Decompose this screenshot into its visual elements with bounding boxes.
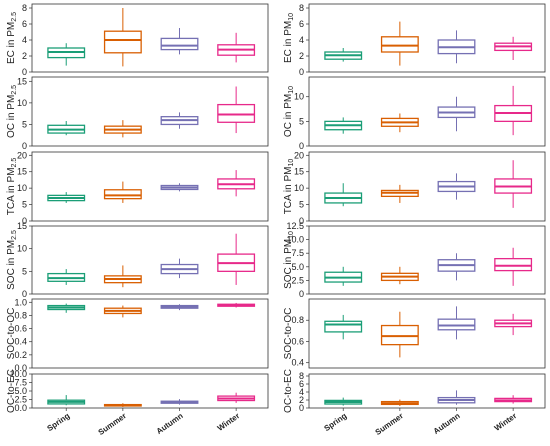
- panel-6-ylabel: TCA in PM10: [283, 159, 295, 215]
- panel-7-ytick-label: 5: [22, 266, 27, 276]
- panel-2-ytick-label: 4: [299, 35, 304, 45]
- panel-11-ytick-label: 2.5: [14, 395, 27, 405]
- panel-9-ytick-label: 0.0: [14, 363, 27, 373]
- panel-5-ytick-label: 5: [22, 200, 27, 210]
- panel-11-ytick-label: 7.5: [14, 378, 27, 388]
- panel-6-ytick-label: 5: [299, 200, 304, 210]
- panel-2-ytick-label: 6: [299, 19, 304, 29]
- panel-9-ytick-label: 0.4: [14, 337, 27, 347]
- panel-12-ytick-label: 8: [299, 371, 304, 381]
- panel-3-ytick-label: 10: [17, 98, 27, 108]
- panel-4-ytick-label: 5: [299, 116, 304, 126]
- panel-9-ytick-label: 0.2: [14, 350, 27, 360]
- panel-8-ytick-label: 7.5: [291, 248, 304, 258]
- panel-2-ytick-label: 8: [299, 3, 304, 13]
- panel-9-ytick-label: 1.0: [14, 297, 27, 307]
- panel-2-ytick-label: 2: [299, 51, 304, 61]
- panel-9-ytick-label: 0.6: [14, 324, 27, 334]
- panel-8-ytick-label: 5.0: [291, 262, 304, 272]
- panel-7-ytick-label: 0: [22, 289, 27, 299]
- panel-1-ytick-label: 4: [22, 35, 27, 45]
- panel-10-ytick-label: 0.4: [291, 358, 304, 368]
- panel-12-xtick-label-autumn: Autumn: [432, 411, 462, 436]
- panel-8-box-winter: [494, 257, 533, 272]
- panel-1-frame: [31, 3, 269, 73]
- panel-10-box-spring: [324, 320, 363, 333]
- panel-1-box-summer: [103, 30, 142, 54]
- panel-12-xtick-label-winter: Winter: [493, 411, 519, 433]
- panel-3-ytick-label: 0: [22, 141, 27, 151]
- panel-3-ytick-label: 5: [22, 119, 27, 129]
- panel-2-ytick-label: 0: [299, 67, 304, 77]
- panel-1-ylabel: EC in PM2.5: [6, 12, 18, 64]
- panel-4-frame: [308, 76, 546, 147]
- panel-12-xtick-label-summer: Summer: [374, 411, 405, 437]
- panel-9-frame: [31, 298, 269, 369]
- panel-11-ytick-label: 5.0: [14, 386, 27, 396]
- panel-3-ylabel: OC in PM2.5: [6, 85, 18, 138]
- panel-1-ytick-label: 0: [22, 67, 27, 77]
- panel-10-box-summer: [380, 324, 419, 346]
- panel-11-ytick-label: 10.0: [9, 369, 27, 379]
- panel-5-ytick-label: 15: [17, 167, 27, 177]
- panel-12-xtick-label-spring: Spring: [322, 411, 348, 433]
- panel-12-ytick-label: 0: [299, 403, 304, 413]
- panel-11-xtick-label-summer: Summer: [97, 411, 128, 437]
- panel-5-box-summer: [103, 189, 142, 200]
- panel-1-ytick-label: 6: [22, 19, 27, 29]
- panel-7-ytick-label: 10: [17, 244, 27, 254]
- panel-12-ytick-label: 6: [299, 379, 304, 389]
- panel-6-frame: [308, 151, 546, 222]
- panel-2-box-summer: [380, 36, 419, 53]
- panel-2-frame: [308, 3, 546, 73]
- panel-8-ytick-label: 12.5: [286, 221, 304, 231]
- panel-12-ytick-label: 2: [299, 395, 304, 405]
- panel-7-ytick-label: 15: [17, 221, 27, 231]
- panel-10-ylabel: SOC-to-OC: [283, 308, 294, 360]
- panel-3-frame: [31, 76, 269, 147]
- panel-6-ytick-label: 10: [294, 183, 304, 193]
- panel-1-ytick-label: 2: [22, 51, 27, 61]
- panel-5-ytick-label: 20: [17, 150, 27, 160]
- panel-11-ylabel: OC-to-EC: [6, 369, 17, 413]
- panel-10-box-autumn: [437, 318, 476, 331]
- panel-3-box-winter: [217, 103, 256, 123]
- panel-5-frame: [31, 151, 269, 222]
- panel-6-ytick-label: 0: [299, 216, 304, 226]
- panel-12-ylabel: OC-to-EC: [283, 369, 294, 413]
- panel-10-frame: [308, 298, 546, 369]
- panel-8-ytick-label: 2.5: [291, 275, 304, 285]
- panel-1-box-autumn: [160, 37, 199, 51]
- panel-4-ylabel: OC in PM10: [283, 86, 295, 137]
- panel-9-ylabel: SOC-to-OC: [6, 308, 17, 360]
- panel-12-ytick-label: 4: [299, 387, 304, 397]
- panel-4-ytick-label: 0: [299, 141, 304, 151]
- panel-4-ytick-label: 10: [294, 92, 304, 102]
- panel-11-xtick-label-winter: Winter: [216, 411, 242, 433]
- panel-3-ytick-label: 15: [17, 76, 27, 86]
- panel-7-frame: [31, 225, 269, 295]
- panel-2-ylabel: EC in PM10: [283, 13, 295, 63]
- panel-11-xtick-label-autumn: Autumn: [155, 411, 185, 436]
- panel-9-ytick-label: 0.8: [14, 310, 27, 320]
- panel-1-ytick-label: 8: [22, 3, 27, 13]
- panel-5-ytick-label: 10: [17, 183, 27, 193]
- panel-6-ytick-label: 15: [294, 167, 304, 177]
- panel-8-ytick-label: 0: [299, 289, 304, 299]
- panel-8-ylabel: SOC in PM10: [283, 231, 295, 289]
- panel-8-frame: [308, 225, 546, 295]
- panel-12-frame: [308, 373, 546, 409]
- panel-10-ytick-label: 0.8: [291, 315, 304, 325]
- panel-7-ylabel: SOC in PM2.5: [6, 230, 18, 290]
- panel-5-ylabel: TCA in PM2.5: [6, 158, 18, 216]
- panel-6-ytick-label: 20: [294, 150, 304, 160]
- panel-10-ytick-label: 0.6: [291, 336, 304, 346]
- panel-11-xtick-label-spring: Spring: [45, 411, 71, 433]
- panel-8-ytick-label: 10.0: [286, 235, 304, 245]
- panel-11-ytick-label: 0.0: [14, 403, 27, 413]
- panel-5-ytick-label: 0: [22, 216, 27, 226]
